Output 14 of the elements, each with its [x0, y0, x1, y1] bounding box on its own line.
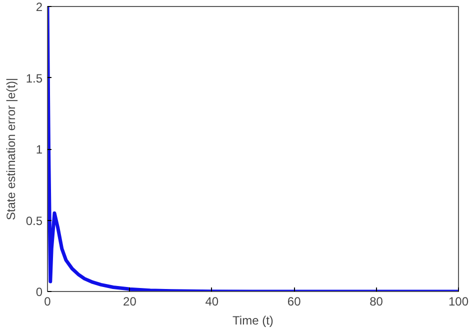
y-tick-label: 1.5	[26, 71, 43, 86]
x-tick-label: 20	[123, 294, 137, 308]
x-tick-label: 100	[448, 294, 469, 308]
line-series	[48, 6, 458, 292]
x-tick-label: 60	[287, 294, 302, 308]
x-axis-title: Time (t)	[232, 314, 274, 328]
y-tick-label: 0.5	[26, 214, 43, 228]
x-tick-label: 0	[44, 294, 52, 308]
y-axis-title: State estimation error |e(t)|	[4, 78, 18, 220]
y-tick-label: 2	[36, 0, 43, 14]
x-tick-label: 80	[370, 294, 384, 308]
y-tick-label: 0	[36, 285, 43, 299]
x-tick-label: 40	[205, 294, 219, 308]
y-tick-label: 1	[36, 142, 43, 156]
